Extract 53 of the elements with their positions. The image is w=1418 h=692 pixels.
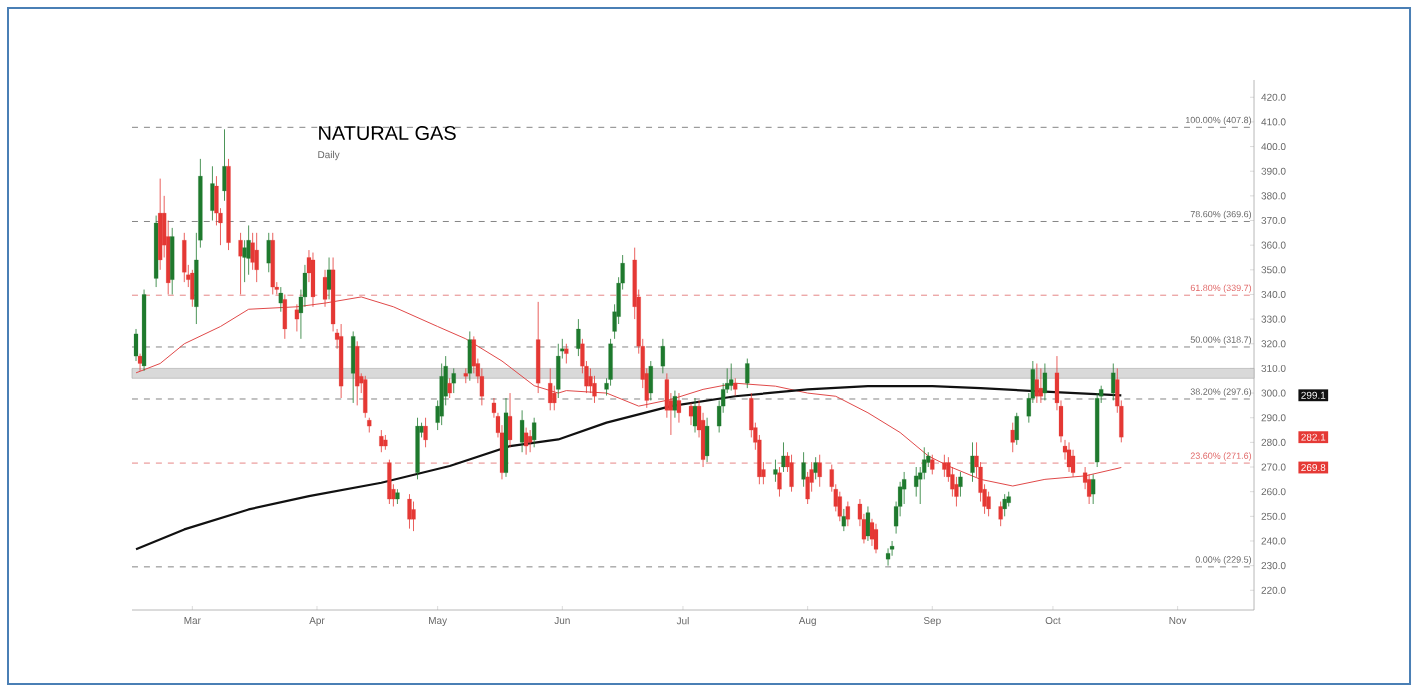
candlestick xyxy=(660,338,665,374)
candlestick xyxy=(564,343,569,364)
candlestick xyxy=(729,363,734,391)
candlestick xyxy=(801,451,806,488)
candlestick xyxy=(1002,493,1007,517)
candlestick xyxy=(278,286,283,313)
candlestick xyxy=(536,301,541,394)
candlestick xyxy=(556,343,561,399)
candlestick xyxy=(777,466,782,497)
candlestick xyxy=(1014,412,1019,446)
candlestick xyxy=(676,392,682,424)
candlestick xyxy=(310,252,316,308)
candlestick xyxy=(270,232,275,295)
candlestick xyxy=(415,417,420,480)
candlestick xyxy=(355,340,360,406)
candlestick xyxy=(1042,363,1048,401)
candlestick xyxy=(914,466,919,497)
candlestick xyxy=(1095,392,1100,468)
candlestick xyxy=(958,471,963,497)
candlestick xyxy=(507,392,513,448)
candlestick xyxy=(592,375,597,404)
candlestick xyxy=(411,501,416,532)
candlestick xyxy=(745,358,750,389)
candlestick xyxy=(845,501,850,527)
candlestick xyxy=(930,454,935,475)
candlestick xyxy=(532,417,537,448)
candlestick xyxy=(986,491,991,517)
candlestick xyxy=(387,459,392,505)
candlestick xyxy=(873,523,879,554)
candlestick xyxy=(367,417,372,433)
candlestick xyxy=(733,377,738,396)
candlestick xyxy=(463,368,468,384)
candlestick xyxy=(1070,449,1076,478)
candlestick xyxy=(576,318,581,357)
candlestick xyxy=(226,158,231,251)
candlestick xyxy=(407,493,412,530)
candlestick xyxy=(704,417,710,463)
candlestick xyxy=(383,434,388,451)
candlestick xyxy=(648,360,653,401)
candlestick xyxy=(817,454,822,488)
candlestick xyxy=(885,547,891,567)
candlestick xyxy=(447,377,452,399)
candlestick xyxy=(395,488,400,505)
candlestick xyxy=(789,454,794,493)
candlestick xyxy=(998,501,1003,527)
text: NATURAL GAS xyxy=(319,125,456,141)
candlestick xyxy=(841,508,846,532)
candlestick xyxy=(1091,474,1096,505)
candlestick xyxy=(282,294,287,340)
candlestick xyxy=(254,232,259,283)
candlestick xyxy=(339,323,344,399)
candlestick xyxy=(773,459,778,483)
candlestick xyxy=(451,368,456,394)
